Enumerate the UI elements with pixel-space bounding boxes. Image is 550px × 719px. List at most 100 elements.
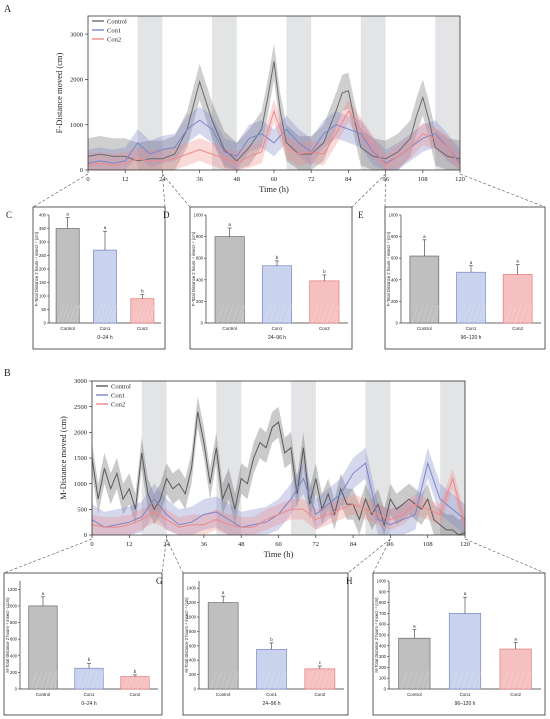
significance-letter: a: [222, 590, 225, 595]
bar-hatch: [95, 304, 102, 324]
x-tick-label: 24: [163, 541, 170, 548]
y-tick-label: 600: [189, 643, 197, 648]
panel-label: C: [6, 210, 12, 220]
connector-line: [384, 173, 386, 208]
x-tick-label: 0: [86, 176, 89, 183]
bar-con1: [456, 271, 486, 324]
category-label: Control: [222, 326, 237, 331]
significance-letter: b: [134, 669, 137, 674]
bar-hatch: [307, 670, 314, 690]
bar-hatch: [406, 670, 413, 690]
x-tick-label: 120: [460, 541, 470, 548]
significance-letter: a: [516, 259, 519, 264]
bar-chart-c: C 0 50 100 150 200 250 300 350 400 a Control a Con1 b C…: [6, 206, 166, 350]
bar-hatch: [311, 304, 319, 324]
connector-line: [372, 538, 391, 574]
bar-hatch: [81, 670, 89, 690]
x-tick-label: 108: [423, 541, 433, 548]
bar-control: [55, 228, 80, 324]
significance-letter: b: [270, 637, 273, 642]
category-label: Control: [216, 692, 231, 697]
y-tick-label: 800: [391, 234, 399, 239]
bar-hatch: [122, 676, 130, 690]
bar-hatch: [225, 670, 232, 690]
bar-hatch: [220, 670, 227, 690]
x-tick-label: 108: [418, 176, 428, 183]
significance-letter: a: [413, 624, 416, 629]
bar-hatch: [326, 304, 334, 324]
category-label: Con1: [84, 692, 95, 697]
bar-hatch: [269, 304, 276, 324]
bar-hatch: [65, 304, 72, 324]
bar-hatch: [76, 670, 84, 690]
bar-hatch: [421, 670, 429, 690]
significance-letter: a: [104, 225, 107, 230]
bar-hatch: [279, 304, 286, 324]
y-tick-label: 150: [39, 280, 47, 285]
bar-control: [207, 602, 239, 690]
bar-con1: [74, 667, 104, 690]
bar-hatch: [477, 670, 481, 690]
bar-hatch: [215, 670, 222, 690]
x-axis-label: 24–96 h: [262, 701, 280, 707]
y-tick-label: 250: [39, 253, 47, 258]
category-label: Con2: [130, 692, 141, 697]
bar-hatch: [436, 304, 440, 324]
bar-con2: [130, 298, 155, 324]
significance-letter: b: [141, 289, 144, 294]
y-tick-label: 500: [77, 507, 87, 514]
bar-hatch: [235, 670, 239, 690]
bar-hatch: [132, 676, 139, 690]
x-axis-label: 96–120 h: [461, 335, 482, 341]
significance-letter: b: [323, 269, 326, 274]
significance-letter: a: [464, 591, 467, 596]
y-tick-label: 200: [39, 267, 47, 272]
y-tick-label: 900: [379, 589, 387, 594]
connector-line: [347, 538, 391, 574]
bar-hatch: [77, 304, 80, 324]
bar-hatch: [312, 670, 319, 690]
connector-line: [161, 538, 167, 574]
bar-hatch: [30, 670, 38, 690]
bar-chart-e: E 0 200 400 600 800 1000 a Control a Con1 a Con2 96–1…: [358, 206, 546, 350]
category-label: Con2: [512, 326, 523, 331]
bar-hatch: [127, 676, 135, 690]
y-tick-label: 300: [379, 654, 387, 659]
bar-hatch: [427, 670, 431, 690]
bar-hatch: [132, 304, 139, 324]
y-tick-label: 1200: [187, 600, 197, 605]
bar-hatch: [61, 304, 69, 324]
bar-hatch: [49, 670, 57, 690]
bar-hatch: [102, 304, 110, 324]
bar-hatch: [226, 304, 234, 324]
y-tick-label: 600: [391, 256, 399, 261]
y-tick-label: 200: [196, 299, 204, 304]
y-tick-label: 1000: [74, 481, 87, 488]
x-axis-label: 24–96 h: [268, 335, 286, 341]
connector-line: [464, 538, 546, 574]
significance-letter: b: [276, 255, 279, 260]
bar-hatch: [151, 304, 155, 324]
panel-label-a: A: [4, 4, 12, 15]
legend-label-con1: Con1: [107, 27, 121, 34]
y-tick-label: 3000: [74, 378, 87, 385]
significance-letter: a: [423, 234, 426, 239]
y-tick-label: 1200: [8, 587, 18, 592]
bar-hatch: [529, 304, 533, 324]
significance-letter: b: [88, 657, 91, 662]
connector-line: [162, 173, 191, 208]
connector-line: [351, 173, 386, 208]
y-axis-label: M-Distance moved (cm): [58, 416, 68, 500]
y-tick-label: 100: [39, 294, 47, 299]
category-label: Con1: [272, 326, 283, 331]
bar-hatch: [274, 304, 281, 324]
series-line-con2: [87, 109, 461, 167]
bar-hatch: [456, 670, 464, 690]
bar-hatch: [505, 304, 512, 324]
bar-hatch: [210, 670, 217, 690]
bar-hatch: [57, 304, 65, 324]
panel-label: G: [156, 576, 163, 586]
bar-chart-d: D 0 200 400 600 800 1000 a Control b Con1 b Con2 24–9…: [163, 206, 353, 350]
y-tick-label: 0: [201, 321, 204, 326]
